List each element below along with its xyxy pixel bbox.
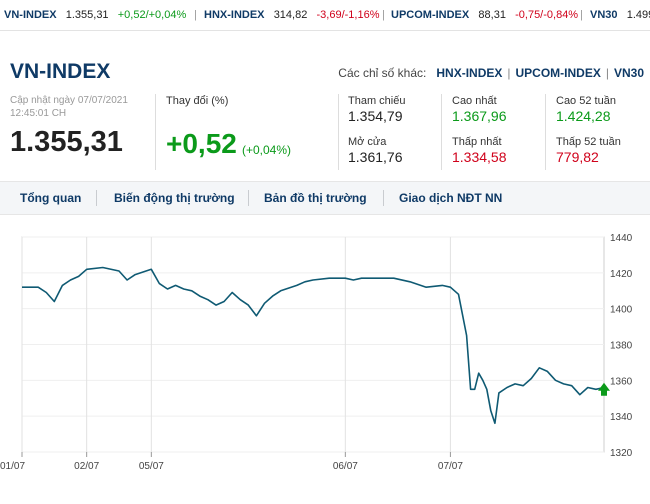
other-indices-label: Các chỉ số khác: [338, 66, 427, 80]
y-tick-label: 1380 [610, 341, 633, 352]
ticker-item-hnx[interactable]: HNX-INDEX 314,82 -3,69/-1,16% [204, 9, 380, 21]
x-tick-label: 02/07 [74, 461, 99, 472]
x-tick-label: 07/07 [438, 461, 463, 472]
tab-overview[interactable]: Tổng quan [20, 191, 82, 205]
tab-foreign-trading[interactable]: Giao dịch NĐT NN [399, 191, 503, 205]
ticker-name: VN-INDEX [4, 9, 57, 21]
divider [545, 94, 546, 170]
divider [441, 94, 442, 170]
ticker-change: -0,75/-0,84% [515, 9, 579, 21]
tab-separator [383, 190, 384, 206]
update-time: 12:45:01 CH [10, 108, 67, 119]
ticker-value: 1.355,31 [65, 9, 109, 21]
other-indices: Các chỉ số khác: HNX-INDEX | UPCOM-INDEX | V… [338, 66, 644, 80]
change-percent: (+0,04%) [242, 143, 292, 157]
tab-market-map[interactable]: Bản đồ thị trường [264, 191, 367, 205]
reference-value: 1.354,79 [348, 108, 403, 124]
tab-bar: Tổng quan Biến động thị trường Bản đồ th… [0, 181, 650, 215]
separator: | [605, 66, 609, 80]
change-label: Thay đổi (%) [166, 95, 229, 107]
ticker-value: 88,31 [478, 9, 506, 21]
page-title: VN-INDEX [10, 60, 111, 83]
low-label: Thấp nhất [452, 136, 502, 148]
y-tick-label: 1320 [610, 448, 633, 459]
ticker-item-upcom[interactable]: UPCOM-INDEX 88,31 -0,75/-0,84% [391, 9, 578, 21]
link-upcom-index[interactable]: UPCOM-INDEX [515, 66, 601, 80]
change-value: +0,52 [166, 128, 237, 159]
low-52w-label: Thấp 52 tuần [556, 136, 621, 148]
ticker-separator: | [194, 9, 197, 21]
high-52w-value: 1.424,28 [556, 108, 611, 124]
reference-label: Tham chiếu [348, 95, 406, 107]
chart-series [22, 266, 610, 425]
ticker-name: HNX-INDEX [204, 9, 265, 21]
high-52w-label: Cao 52 tuần [556, 95, 616, 107]
tab-market-movement[interactable]: Biến động thị trường [114, 191, 235, 205]
ticker-value: 314,82 [273, 9, 308, 21]
ticker-separator: | [580, 9, 583, 21]
ticker-name: VN30 [590, 9, 618, 21]
y-tick-label: 1400 [610, 305, 633, 316]
ticker-change: +0,52/+0,04% [117, 9, 187, 21]
low-52w-value: 779,82 [556, 149, 599, 165]
y-axis: 1320 1340 1360 1380 1400 1420 1440 [610, 233, 633, 459]
divider [155, 94, 156, 170]
chart-grid [21, 236, 605, 453]
update-info: Cập nhật ngày 07/07/2021 12:45:01 CH [10, 94, 128, 120]
update-date: Cập nhật ngày 07/07/2021 [10, 95, 128, 106]
current-value-marker [598, 382, 610, 396]
x-tick-label: 01/07 [0, 461, 25, 472]
ticker-name: UPCOM-INDEX [391, 9, 470, 21]
current-price: 1.355,31 [10, 126, 123, 158]
low-value: 1.334,58 [452, 149, 507, 165]
y-tick-label: 1360 [610, 376, 633, 387]
high-label: Cao nhất [452, 95, 497, 107]
ticker-item-vn30[interactable]: VN30 1.499 [590, 9, 650, 21]
ticker-change: -3,69/-1,16% [316, 9, 380, 21]
separator: | [507, 66, 511, 80]
link-vn30[interactable]: VN30 [613, 66, 644, 80]
tab-separator [96, 190, 97, 206]
ticker-item-vnindex[interactable]: VN-INDEX 1.355,31 +0,52/+0,04% [4, 9, 186, 21]
y-tick-label: 1420 [610, 269, 633, 280]
high-value: 1.367,96 [452, 108, 507, 124]
open-value: 1.361,76 [348, 149, 403, 165]
x-axis: 01/07 02/07 05/07 06/07 07/07 [0, 452, 463, 472]
x-tick-label: 06/07 [333, 461, 358, 472]
x-tick-label: 05/07 [139, 461, 164, 472]
ticker-value: 1.499 [626, 9, 650, 21]
series-line [22, 266, 605, 425]
index-ticker: VN-INDEX 1.355,31 +0,52/+0,04% | HNX-IND… [0, 0, 650, 31]
divider [338, 94, 339, 170]
link-hnx-index[interactable]: HNX-INDEX [436, 66, 503, 80]
tab-separator [248, 190, 249, 206]
y-tick-label: 1340 [610, 412, 633, 423]
open-label: Mở cửa [348, 136, 387, 148]
ticker-separator: | [382, 9, 385, 21]
y-tick-label: 1440 [610, 233, 633, 244]
